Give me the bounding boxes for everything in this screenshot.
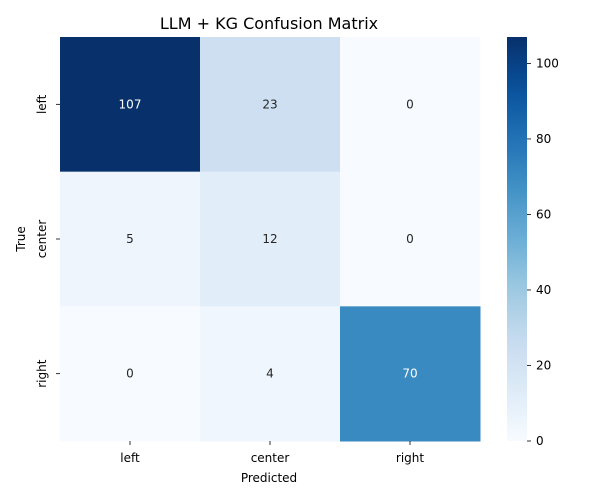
colorbar-tick-label-5: 100 bbox=[536, 56, 559, 70]
colorbar-ticks: 0 20 40 60 80 100 bbox=[527, 56, 559, 448]
y-axis-label: True bbox=[14, 226, 28, 253]
heatmap-cell-0-0 bbox=[60, 37, 201, 173]
y-tick-label-0: left bbox=[35, 94, 49, 114]
heatmap-cell-0-2 bbox=[340, 37, 481, 173]
heatmap-cell-2-1 bbox=[200, 306, 341, 442]
heatmap-cells: 107 23 0 5 12 0 0 4 70 bbox=[60, 37, 481, 442]
y-axis-ticks: left center right bbox=[35, 94, 60, 388]
x-tick-label-1: center bbox=[251, 451, 290, 465]
colorbar-tick-label-2: 40 bbox=[536, 283, 551, 297]
colorbar bbox=[507, 37, 527, 441]
heatmap-cell-2-2 bbox=[340, 306, 481, 442]
cell-value-label-2-2: 70 bbox=[402, 367, 417, 381]
cell-value-label-0-2: 0 bbox=[406, 97, 414, 111]
y-tick-label-1: center bbox=[35, 220, 49, 259]
heatmap-cell-1-0 bbox=[60, 171, 201, 307]
colorbar-tick-label-0: 0 bbox=[536, 434, 544, 448]
cell-value-label-2-1: 4 bbox=[266, 367, 274, 381]
heatmap-cell-1-2 bbox=[340, 171, 481, 307]
cell-value-label-2-0: 0 bbox=[126, 367, 134, 381]
heatmap-cell-1-1 bbox=[200, 171, 341, 307]
cell-value-label-1-2: 0 bbox=[406, 232, 414, 246]
heatmap-cell-0-1 bbox=[200, 37, 341, 173]
x-tick-label-0: left bbox=[120, 451, 140, 465]
chart-title: LLM + KG Confusion Matrix bbox=[160, 14, 378, 33]
colorbar-tick-label-3: 60 bbox=[536, 207, 551, 221]
x-tick-label-2: right bbox=[396, 451, 424, 465]
colorbar-tick-label-1: 20 bbox=[536, 358, 551, 372]
cell-value-label-1-1: 12 bbox=[262, 232, 277, 246]
y-tick-label-2: right bbox=[35, 359, 49, 387]
cell-value-label-1-0: 5 bbox=[126, 232, 134, 246]
heatmap-cell-2-0 bbox=[60, 306, 201, 442]
cell-value-label-0-1: 23 bbox=[262, 97, 277, 111]
cell-value-label-0-0: 107 bbox=[119, 97, 142, 111]
x-axis-ticks: left center right bbox=[120, 441, 424, 465]
x-axis-label: Predicted bbox=[241, 471, 297, 485]
colorbar-tick-label-4: 80 bbox=[536, 132, 551, 146]
